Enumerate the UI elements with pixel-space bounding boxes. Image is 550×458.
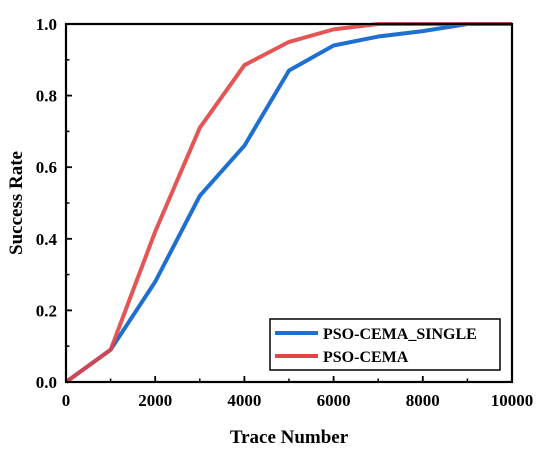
series-line-pso-cema-single bbox=[64, 22, 512, 384]
x-axis-title: Trace Number bbox=[230, 427, 349, 448]
x-tick-label: 6000 bbox=[317, 391, 351, 410]
y-tick-label: 0.2 bbox=[36, 301, 57, 320]
tick-layer: 0 2000 4000 6000 8000 10000 0.0 0.2 0.4 0.6 0.8 1.0 bbox=[36, 15, 534, 410]
x-tick-label: 8000 bbox=[406, 391, 440, 410]
y-tick-label: 0.0 bbox=[36, 373, 57, 392]
legend-box bbox=[269, 318, 501, 371]
y-tick-label: 1.0 bbox=[36, 15, 57, 34]
legend-label-pso-cema-single: PSO-CEMA_SINGLE bbox=[323, 326, 477, 343]
legend: PSO-CEMA_SINGLE PSO-CEMA bbox=[269, 318, 501, 371]
plot-frame bbox=[64, 22, 514, 384]
x-tick-label: 4000 bbox=[227, 391, 261, 410]
y-tick-label: 0.8 bbox=[36, 87, 57, 106]
x-tick-label: 10000 bbox=[491, 391, 534, 410]
y-tick-label: 0.4 bbox=[36, 230, 58, 249]
legend-label-pso-cema: PSO-CEMA bbox=[323, 349, 409, 366]
x-tick-label: 0 bbox=[62, 391, 71, 410]
y-axis-title: Success Rate bbox=[6, 151, 27, 255]
y-tick-label: 0.6 bbox=[36, 158, 57, 177]
x-tick-label: 2000 bbox=[138, 391, 172, 410]
